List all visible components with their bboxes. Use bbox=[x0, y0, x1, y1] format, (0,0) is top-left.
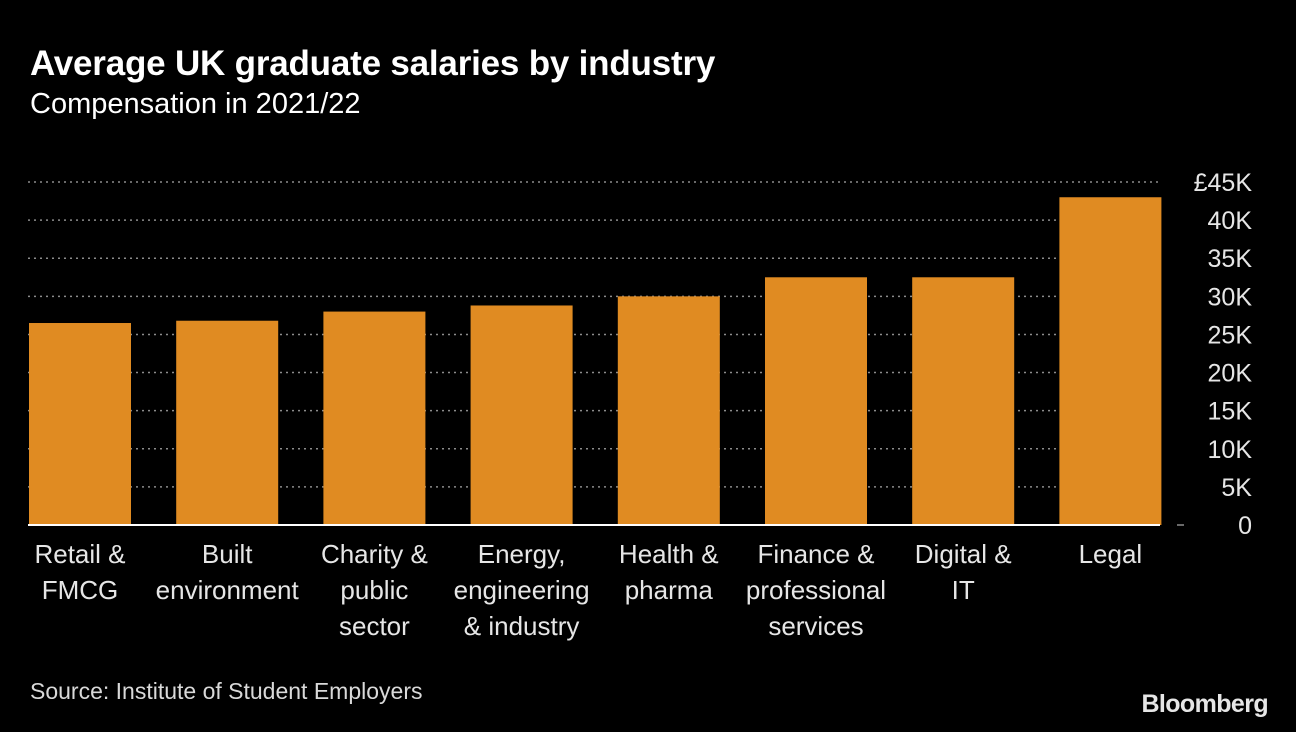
x-category-label: Energy, engineering & industry bbox=[454, 539, 590, 641]
y-tick-label: 15K bbox=[1208, 398, 1253, 426]
y-tick-label: £45K bbox=[1194, 169, 1253, 197]
x-category-label: Built environment bbox=[156, 539, 300, 605]
x-category-label: Finance & professional services bbox=[746, 539, 886, 641]
x-category-label-line: IT bbox=[952, 575, 975, 605]
y-tick-label: 5K bbox=[1221, 474, 1252, 502]
chart-title: Average UK graduate salaries by industry bbox=[30, 44, 716, 83]
bar bbox=[29, 323, 131, 525]
bar bbox=[323, 311, 426, 525]
source-note: Source: Institute of Student Employers bbox=[30, 678, 423, 704]
y-tick-label: 25K bbox=[1208, 321, 1253, 349]
x-category-label-line: FMCG bbox=[42, 575, 119, 605]
bar bbox=[176, 320, 279, 525]
x-category-label-line: Health & bbox=[619, 539, 719, 569]
x-category-label: Health & pharma bbox=[619, 539, 719, 605]
y-tick-label: 20K bbox=[1208, 360, 1253, 388]
x-category-label: Charity & public sector bbox=[321, 539, 428, 641]
x-category-label-line: Charity & bbox=[321, 539, 428, 569]
x-category-label-line: Retail & bbox=[34, 539, 125, 569]
x-category-label: Legal bbox=[1079, 539, 1143, 569]
bar bbox=[765, 277, 867, 525]
x-category-label-line: Energy, bbox=[478, 539, 566, 569]
x-category-label-line: & industry bbox=[464, 611, 580, 641]
x-category-label-line: Finance & bbox=[757, 539, 874, 569]
y-tick-label: 40K bbox=[1208, 207, 1253, 235]
bar bbox=[617, 296, 720, 525]
x-category-label: Retail & FMCG bbox=[34, 539, 125, 605]
x-category-label-line: public bbox=[340, 575, 408, 605]
x-category-label-line: Legal bbox=[1079, 539, 1143, 569]
y-tick-label: 35K bbox=[1208, 245, 1253, 273]
y-tick-label: 0 bbox=[1238, 512, 1252, 540]
x-category-label-line: services bbox=[768, 611, 863, 641]
x-category-label-line: environment bbox=[156, 575, 300, 605]
x-category-label-line: sector bbox=[339, 611, 410, 641]
x-category-label-line: Built bbox=[202, 539, 253, 569]
y-tick-label: 30K bbox=[1208, 283, 1253, 311]
x-category-label-line: professional bbox=[746, 575, 886, 605]
chart-subtitle: Compensation in 2021/22 bbox=[30, 88, 361, 120]
x-category-label-line: pharma bbox=[625, 575, 714, 605]
x-category-label-line: engineering bbox=[454, 575, 590, 605]
bloomberg-logo: Bloomberg bbox=[1141, 690, 1268, 718]
bar bbox=[1059, 197, 1162, 525]
x-category-label: Digital & IT bbox=[915, 539, 1012, 605]
bar bbox=[470, 305, 573, 525]
x-category-label-line: Digital & bbox=[915, 539, 1012, 569]
bar bbox=[912, 277, 1015, 525]
y-tick-label: 10K bbox=[1208, 436, 1253, 464]
